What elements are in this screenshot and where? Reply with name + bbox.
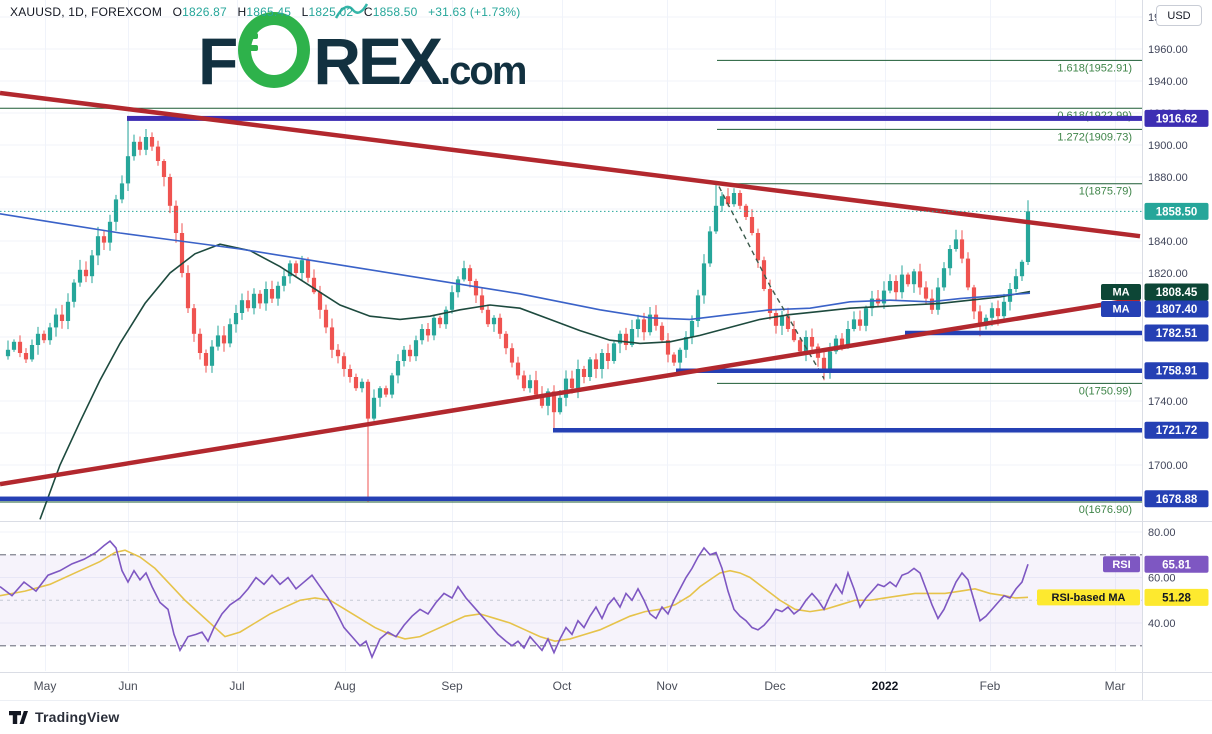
svg-text:1721.72: 1721.72 <box>1156 425 1198 437</box>
rsi-pane[interactable] <box>0 540 1142 660</box>
low-label: L <box>301 5 309 19</box>
moving-average-lines[interactable] <box>0 213 1031 520</box>
high-label: H <box>237 5 247 19</box>
price-tick: 1700.00 <box>1148 460 1188 472</box>
level-line-1916.62 <box>127 115 1142 121</box>
level-line-1678.88 <box>0 496 1142 502</box>
time-axis-label-Jul: Jul <box>229 679 245 693</box>
fib-label: 0(1676.90) <box>1079 504 1132 516</box>
candles-layer[interactable] <box>5 118 1031 502</box>
time-axis-label-May: May <box>33 679 57 693</box>
ma-value-label <box>1144 283 1209 301</box>
svg-text:MA: MA <box>1112 287 1129 299</box>
tradingview-wordmark[interactable]: TradingView <box>35 709 120 725</box>
footer-bar: TradingView <box>0 700 1212 733</box>
time-axis-label-Dec: Dec <box>764 679 786 693</box>
rsi-tick: 80.00 <box>1148 527 1176 539</box>
watermark-o-icon <box>238 12 311 88</box>
rsi-tick: 60.00 <box>1148 573 1176 585</box>
time-axis-label-Feb: Feb <box>979 679 1001 693</box>
svg-text:1782.51: 1782.51 <box>1156 328 1198 340</box>
time-axis-label-Aug: Aug <box>334 679 356 693</box>
svg-text:RSI: RSI <box>1112 559 1130 571</box>
price-label-1782.51 <box>1144 324 1209 342</box>
price-label-1721.72 <box>1144 421 1209 439</box>
watermark-f: F <box>198 24 238 98</box>
svg-text:MA: MA <box>1112 304 1129 316</box>
svg-text:1758.91: 1758.91 <box>1156 366 1198 378</box>
svg-text:RSI-based MA: RSI-based MA <box>1052 592 1126 604</box>
trendlines[interactable] <box>0 90 1141 487</box>
symbol-status-bar[interactable]: XAUUSD, 1D, FOREXCOM O1826.87 H1865.45 L… <box>10 5 520 19</box>
watermark-rex: REX <box>313 24 443 98</box>
time-axis-label-Jun: Jun <box>118 679 138 693</box>
current-price-label <box>1144 202 1209 220</box>
horizontal-levels[interactable] <box>0 115 1142 502</box>
svg-text:51.28: 51.28 <box>1162 592 1191 604</box>
price-tick: 1840.00 <box>1148 236 1188 248</box>
price-tick: 1880.00 <box>1148 172 1188 184</box>
price-tick: 1820.00 <box>1148 268 1188 280</box>
rsi-ma-tag <box>1037 589 1140 606</box>
ma-value-label <box>1144 300 1209 318</box>
time-axis-label-Oct: Oct <box>552 679 572 693</box>
sprout-icon <box>334 3 369 19</box>
svg-text:65.81: 65.81 <box>1162 559 1191 571</box>
close-label: C <box>363 5 373 19</box>
rsi-line <box>0 540 1029 660</box>
level-line-1721.72 <box>553 427 1142 433</box>
time-axis-label-Mar: Mar <box>1104 679 1126 693</box>
ma-blue-line <box>0 213 1031 321</box>
time-axis[interactable]: May Jun Jul Aug Sep Oct Nov Dec 2022 Feb Mar <box>0 672 1212 701</box>
symbol-title: XAUUSD, 1D, FOREXCOM <box>10 5 163 19</box>
price-label-1916.62 <box>1144 109 1209 127</box>
level-line-1782.51 <box>905 330 1142 336</box>
price-label-1678.88 <box>1144 490 1209 508</box>
rsi-tick: 40.00 <box>1148 618 1176 630</box>
change-value: +31.63 (+1.73%) <box>428 5 521 19</box>
open-value: 1826.87 <box>182 5 227 19</box>
time-axis-label-2022: 2022 <box>871 679 899 693</box>
axis-corner <box>1142 672 1212 700</box>
rsi-value-label <box>1144 555 1209 573</box>
price-tick: 1940.00 <box>1148 76 1188 88</box>
rsi-ma-value-label <box>1144 588 1209 606</box>
svg-text:1916.62: 1916.62 <box>1156 113 1198 125</box>
fib-label: 1(1875.79) <box>1079 186 1132 198</box>
svg-text:1678.88: 1678.88 <box>1156 494 1198 506</box>
open-label: O <box>172 5 183 19</box>
tradingview-logo-icon[interactable] <box>9 709 28 726</box>
ma-green-line <box>39 243 1031 520</box>
fib-label: 1.272(1909.73) <box>1057 131 1132 143</box>
svg-text:1858.50: 1858.50 <box>1156 206 1198 218</box>
chart-canvas[interactable]: 1.618(1952.91)0.618(1922.99)1.272(1909.7… <box>0 0 1212 672</box>
svg-text:1807.40: 1807.40 <box>1156 304 1198 316</box>
forex-com-watermark-logo: F REX.com <box>198 3 527 94</box>
fibonacci-levels[interactable]: 1.618(1952.91)0.618(1922.99)1.272(1909.7… <box>0 59 1142 516</box>
svg-text:1808.45: 1808.45 <box>1156 287 1198 299</box>
descending-resistance-trendline <box>0 90 1141 239</box>
low-value: 1825.02 <box>308 5 354 19</box>
ma-tag <box>1101 301 1141 317</box>
level-line-1758.91 <box>676 368 1142 373</box>
ascending-support-trendline <box>0 296 1141 487</box>
price-tick: 1740.00 <box>1148 396 1188 408</box>
fib-label: 1.618(1952.91) <box>1057 62 1132 74</box>
fib-label: 0(1750.99) <box>1079 385 1132 397</box>
time-axis-label-Sep: Sep <box>441 679 463 693</box>
time-axis-label-Nov: Nov <box>656 679 678 693</box>
price-tick: 1900.00 <box>1148 140 1188 152</box>
price-label-1758.91 <box>1144 362 1209 380</box>
close-value: 1858.50 <box>372 5 418 19</box>
watermark-com: .com <box>440 49 527 93</box>
price-tick: 1960.00 <box>1148 44 1188 56</box>
rsi-tag <box>1103 556 1140 573</box>
currency-usd-button[interactable]: USD <box>1156 5 1202 26</box>
dashed-projection-line[interactable] <box>718 186 825 379</box>
high-value: 1865.45 <box>246 5 292 19</box>
price-axis[interactable]: 1680.001700.001720.001740.001760.001780.… <box>0 0 1212 672</box>
ma-tag <box>1101 284 1141 300</box>
